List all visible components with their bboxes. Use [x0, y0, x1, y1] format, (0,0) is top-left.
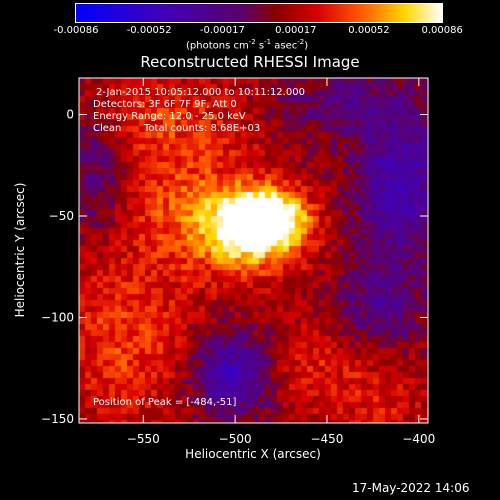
- colorbar-unit-label: (photons cm-2 s-1 asec-2): [186, 38, 309, 52]
- time-range-annotation: 2-Jan-2015 10:05:12.000 to 10:11:12.000: [96, 87, 305, 98]
- y-axis-ticks: 0 −50 −100 −150: [41, 108, 428, 426]
- x-tick-label: −400: [402, 432, 435, 446]
- colorbar-tick-label: -0.00086: [53, 25, 99, 36]
- y-tick-label: −100: [41, 310, 74, 324]
- plot-frame: [78, 77, 429, 424]
- colorbar-tick-label: 0.00017: [275, 25, 317, 36]
- heatmap-image: [79, 78, 428, 423]
- x-axis-ticks: −550 −500 −450 −400: [127, 78, 435, 446]
- y-tick-label: −150: [41, 412, 74, 426]
- colorbar-tick-label: -0.00052: [126, 25, 172, 36]
- peak-position-annotation: Position of Peak = [-484,-51]: [93, 397, 237, 408]
- chart-title: Reconstructed RHESSI Image: [140, 53, 360, 71]
- colorbar-tick-label: 0.00052: [348, 25, 390, 36]
- x-tick-label: −450: [310, 432, 343, 446]
- colorbar-tick-label: 0.00086: [421, 25, 463, 36]
- x-tick-label: −550: [127, 432, 160, 446]
- x-axis-label: Heliocentric X (arcsec): [185, 447, 321, 461]
- footer-timestamp: 17-May-2022 14:06: [352, 481, 470, 495]
- colorbar-tick-label: -0.00017: [199, 25, 245, 36]
- colorbar: [75, 3, 443, 23]
- method-annotation: Clean: [93, 123, 122, 134]
- x-tick-label: −500: [219, 432, 252, 446]
- detectors-annotation: Detectors: 3F 6F 7F 9F, Att 0: [93, 99, 237, 110]
- total-counts-annotation: Total counts: 8.68E+03: [144, 123, 261, 134]
- y-tick-label: 0: [66, 108, 74, 122]
- y-axis-label: Heliocentric Y (arcsec): [13, 183, 27, 318]
- y-tick-label: −50: [49, 209, 74, 223]
- energy-range-annotation: Energy Range: 12.0 - 25.0 keV: [93, 111, 246, 122]
